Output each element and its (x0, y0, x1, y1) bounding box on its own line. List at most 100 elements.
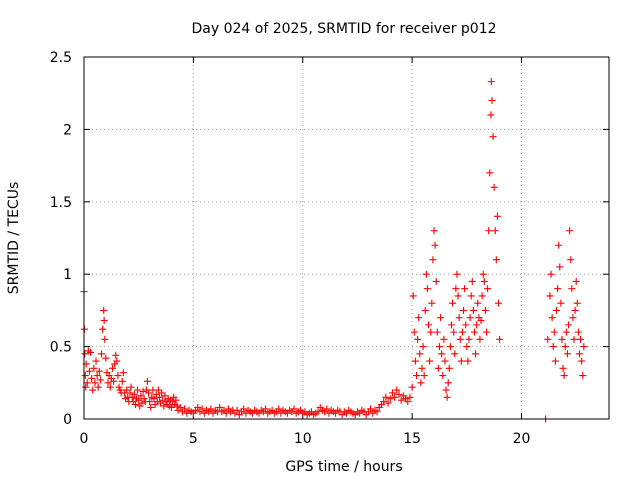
y-tick-label: 2 (63, 122, 72, 138)
data-point (147, 403, 155, 411)
data-point (176, 403, 184, 411)
data-point (108, 364, 116, 372)
data-point (559, 364, 567, 372)
data-point (455, 314, 463, 322)
data-point (388, 389, 396, 397)
data-point (556, 263, 564, 271)
data-point (480, 277, 488, 285)
data-point (470, 328, 478, 336)
data-point (88, 374, 96, 382)
data-point (397, 396, 405, 404)
data-point (110, 377, 118, 385)
data-point (100, 306, 108, 314)
data-point (565, 321, 573, 329)
data-point (490, 183, 498, 191)
data-point (434, 364, 442, 372)
data-point (207, 405, 215, 413)
data-point (449, 299, 457, 307)
data-point (491, 227, 499, 235)
data-point (554, 285, 562, 293)
data-point (314, 408, 322, 416)
data-point (104, 379, 112, 387)
data-point (574, 328, 582, 336)
data-point (83, 379, 91, 387)
data-point (98, 350, 105, 358)
data-point (395, 390, 403, 398)
data-points (80, 78, 588, 423)
data-point (85, 367, 93, 375)
data-point (123, 386, 131, 394)
data-point (437, 314, 445, 322)
data-point (423, 285, 431, 293)
data-point (81, 372, 89, 380)
data-point (290, 405, 298, 413)
data-point (416, 350, 424, 358)
data-point (393, 386, 401, 394)
data-point (438, 350, 446, 358)
data-point (89, 386, 97, 394)
data-point (146, 398, 154, 406)
data-point (422, 270, 430, 278)
data-point (568, 285, 576, 293)
y-tick-label: 1.5 (50, 195, 72, 211)
data-point (563, 350, 571, 358)
data-point (145, 389, 153, 397)
data-point (414, 335, 422, 343)
y-tick-label: 0.5 (50, 340, 72, 356)
data-point (130, 390, 138, 398)
data-point (417, 379, 425, 387)
data-point (477, 317, 485, 325)
data-point (481, 306, 489, 314)
data-point (551, 357, 559, 365)
y-tick-label: 1 (63, 267, 72, 283)
data-point (435, 343, 443, 351)
data-point (483, 328, 490, 336)
data-point (463, 343, 471, 351)
data-point (173, 402, 181, 410)
data-point (571, 306, 579, 314)
data-point (453, 270, 461, 278)
data-point (457, 357, 465, 365)
data-point (476, 335, 484, 343)
data-point (94, 383, 102, 391)
data-point (112, 351, 120, 359)
data-point (429, 256, 437, 264)
data-point (425, 321, 433, 329)
data-point (465, 335, 473, 343)
data-point (102, 354, 110, 362)
data-point (126, 389, 134, 397)
data-point (91, 379, 99, 387)
y-tick-label: 2.5 (50, 50, 72, 66)
data-point (159, 396, 167, 404)
data-point (446, 343, 454, 351)
data-point (158, 389, 166, 397)
data-point (100, 317, 108, 325)
data-point (452, 285, 460, 293)
data-point (154, 386, 162, 394)
data-point (493, 212, 501, 220)
data-point (547, 270, 555, 278)
data-point (81, 350, 89, 358)
data-point (466, 314, 474, 322)
data-point (411, 357, 419, 365)
data-point (262, 405, 270, 413)
data-point (131, 401, 139, 409)
data-point (143, 377, 151, 385)
data-point (421, 306, 429, 314)
data-point (557, 299, 565, 307)
data-point (161, 392, 169, 400)
data-point (567, 256, 575, 264)
data-point (550, 328, 558, 336)
data-point (406, 393, 414, 401)
data-point (478, 292, 486, 300)
data-point (138, 399, 146, 407)
data-point (579, 372, 587, 380)
data-point (555, 241, 563, 249)
data-point (99, 325, 107, 333)
data-point (115, 383, 123, 391)
data-point (426, 357, 434, 365)
data-point (323, 405, 331, 413)
x-tick-label: 10 (294, 431, 312, 447)
data-point (569, 314, 577, 322)
